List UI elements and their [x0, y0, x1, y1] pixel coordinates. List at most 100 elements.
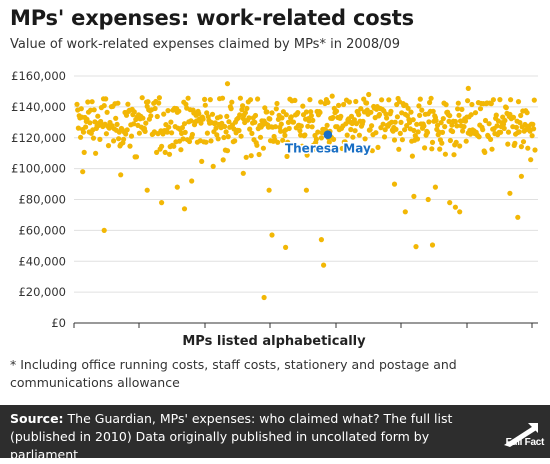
data-point — [447, 113, 453, 119]
data-point — [78, 106, 84, 112]
data-point — [447, 137, 453, 144]
data-point — [269, 232, 275, 238]
data-point — [457, 209, 463, 215]
data-point — [95, 113, 101, 119]
data-point — [333, 108, 340, 114]
data-point — [398, 119, 404, 125]
data-point — [369, 123, 375, 129]
data-point — [455, 106, 461, 112]
data-point — [348, 126, 354, 133]
data-point — [439, 140, 445, 146]
data-point — [341, 101, 347, 108]
data-point — [179, 125, 185, 131]
data-point — [482, 149, 488, 155]
data-point — [417, 112, 423, 118]
data-point — [156, 95, 162, 101]
data-point — [490, 97, 496, 103]
data-point — [284, 153, 290, 159]
data-point — [123, 131, 129, 137]
y-tick-label: £160,000 — [11, 69, 66, 83]
data-point — [136, 130, 142, 136]
data-point — [388, 108, 394, 114]
data-point — [171, 143, 177, 149]
data-point — [343, 121, 349, 127]
data-point — [307, 97, 313, 103]
data-point — [90, 135, 97, 141]
data-point — [123, 112, 130, 118]
data-point — [531, 126, 537, 132]
y-tick-label: £80,000 — [18, 193, 66, 207]
data-point — [292, 97, 298, 103]
data-point — [124, 127, 130, 133]
data-point — [232, 138, 238, 144]
data-point — [346, 99, 352, 105]
data-point — [367, 127, 373, 133]
data-point — [480, 127, 486, 133]
data-point — [419, 107, 425, 113]
data-point — [342, 139, 348, 145]
data-point — [176, 108, 182, 114]
source-footer: Source: The Guardian, MPs' expenses: who… — [0, 405, 550, 462]
data-point — [220, 157, 226, 163]
data-point — [391, 137, 398, 143]
data-point — [304, 152, 310, 158]
data-point — [254, 142, 260, 148]
data-point — [142, 128, 148, 134]
data-point — [252, 119, 258, 125]
y-tick-label: £100,000 — [11, 162, 66, 176]
data-point — [226, 119, 232, 125]
data-point — [416, 103, 422, 109]
chart-title: MPs' expenses: work-related costs — [10, 6, 414, 30]
data-point — [80, 169, 86, 175]
data-point — [408, 109, 414, 115]
data-point — [242, 110, 248, 116]
data-point — [432, 184, 438, 190]
data-point — [382, 127, 388, 133]
data-point — [360, 118, 366, 124]
data-point — [143, 120, 149, 126]
data-point — [350, 134, 356, 140]
data-point — [282, 132, 288, 138]
data-point — [145, 99, 151, 105]
data-point — [493, 112, 499, 118]
data-point — [159, 200, 165, 206]
data-point — [91, 107, 97, 113]
data-point — [421, 123, 427, 129]
data-point — [460, 128, 466, 134]
data-point — [505, 141, 511, 147]
data-point — [256, 151, 262, 158]
data-point — [405, 105, 411, 111]
data-point — [507, 190, 513, 196]
data-point — [207, 97, 213, 103]
data-point — [482, 117, 489, 124]
data-point — [456, 112, 462, 118]
data-point — [224, 81, 231, 87]
data-point — [465, 85, 471, 91]
data-point — [299, 143, 305, 149]
data-point — [275, 139, 281, 145]
data-point — [469, 101, 475, 108]
data-point — [247, 97, 254, 103]
data-point — [501, 125, 507, 131]
data-point — [214, 132, 220, 138]
data-point — [488, 136, 494, 142]
logo-text: Full Fact — [505, 437, 545, 448]
data-point — [286, 125, 292, 132]
data-point — [517, 120, 523, 126]
data-point — [531, 97, 537, 103]
data-point — [229, 99, 235, 105]
x-axis-label: MPs listed alphabetically — [182, 334, 366, 349]
data-point — [303, 109, 309, 115]
data-point — [530, 121, 536, 127]
data-point — [375, 144, 381, 150]
data-point — [369, 148, 375, 154]
y-tick-label: £0 — [51, 316, 66, 330]
data-points — [74, 81, 538, 301]
data-point — [429, 146, 435, 152]
x-axis — [73, 322, 538, 328]
data-point — [239, 107, 245, 113]
data-point — [288, 114, 294, 120]
data-point — [366, 91, 372, 98]
data-point — [269, 110, 275, 116]
data-point — [310, 117, 316, 123]
